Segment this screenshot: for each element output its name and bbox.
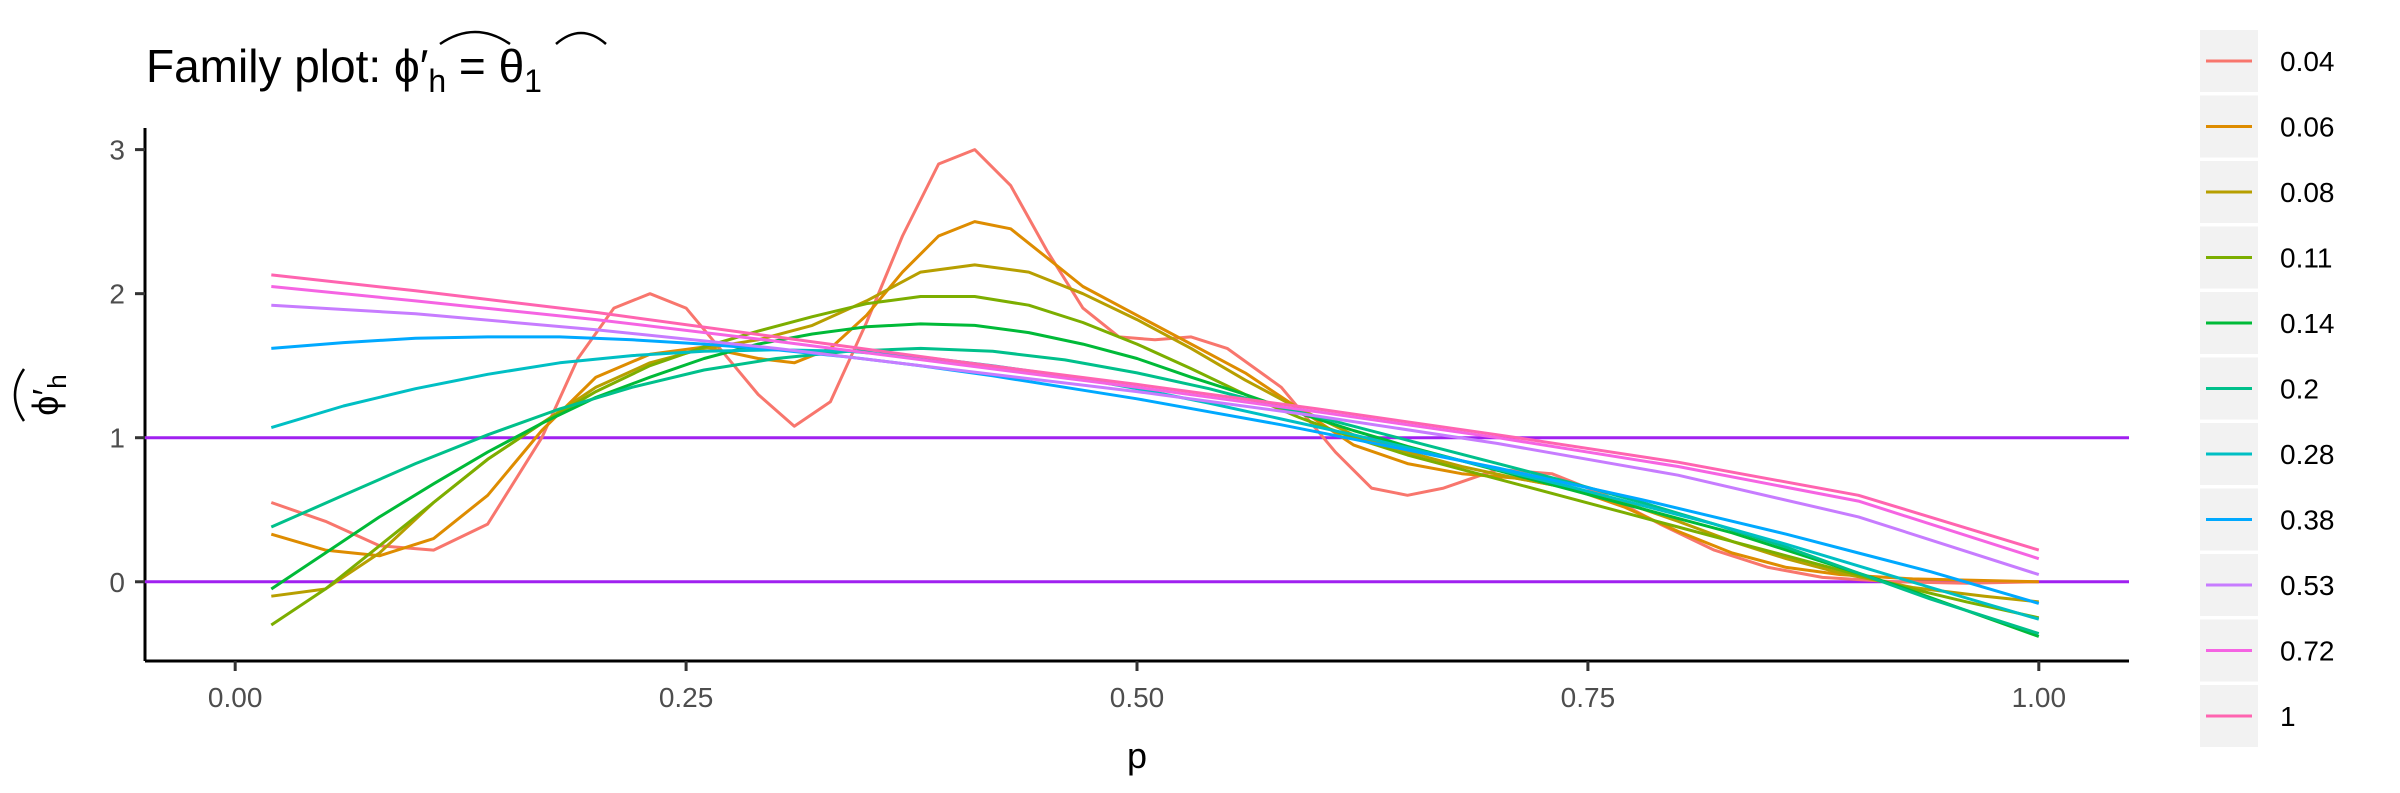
legend-item-0.14: 0.14 [2200,292,2335,354]
title-rhs-hat [555,31,607,45]
legend-label: 0.2 [2280,374,2319,405]
legend-label: 0.11 [2280,243,2332,274]
legend-label: 0.04 [2280,46,2335,77]
series-line-0.11 [270,295,2040,627]
series-lines [270,148,2040,638]
chart-title: Family plot: ϕ′h = θ1 [146,30,607,99]
legend-item-0.11: 0.11 [2200,226,2332,289]
series-line-0.72 [271,285,2040,561]
legend-label: 0.08 [2280,177,2335,208]
x-tick-label: 0.50 [1110,682,1165,713]
legend-label: 0.06 [2280,112,2335,143]
legend-label: 0.38 [2280,505,2335,536]
legend-label: 1 [2280,701,2296,732]
legend-item-0.2: 0.2 [2200,357,2319,420]
legend-label: 0.53 [2280,570,2335,601]
legend-item-0.38: 0.38 [2200,488,2335,551]
legend-item-0.04: 0.04 [2200,30,2335,92]
y-axis-title-subscript: h [42,374,72,388]
legend-label: 0.14 [2280,308,2335,339]
title-lhs: ϕ′ [394,40,428,92]
legend-item-0.72: 0.72 [2200,619,2335,682]
legend: 0.04 0.06 0.08 0.11 0.14 0.2 0.28 0.38 0.53 0.72 1 [2200,30,2335,747]
y-tick-label: 1 [109,423,125,454]
legend-item-0.28: 0.28 [2200,423,2335,485]
y-axis-title-main: ϕ′ [25,389,66,416]
legend-label: 0.72 [2280,636,2335,667]
legend-item-0.06: 0.06 [2200,95,2335,158]
series-line-0.38 [271,335,2040,605]
title-prefix: Family plot: [146,40,394,92]
x-axis-ticks: 0.00 0.25 0.50 0.75 1.00 [208,661,2066,713]
title-lhs-subscript: h [428,63,446,99]
x-tick-label: 0.00 [208,682,263,713]
series-line-0.06 [270,220,2039,584]
reference-lines [145,436,2129,584]
legend-label: 0.28 [2280,439,2335,470]
title-lhs-hat [439,30,511,46]
y-tick-label: 3 [109,135,125,166]
svg-text:Family plot: ϕ′h = θ1: Family plot: ϕ′h = θ1 [146,40,542,99]
title-equals: = [446,40,498,92]
series-line-0.53 [271,303,2040,577]
series-line-0.14 [270,322,2040,638]
x-axis-title: p [1127,735,1147,776]
y-axis-title-hat [13,368,26,422]
legend-item-1: 1 [2200,685,2296,747]
x-tick-label: 0.75 [1561,682,1616,713]
y-axis-ticks: 0 1 2 3 [109,135,145,598]
svg-text:ϕ′h: ϕ′h [25,374,72,415]
legend-item-0.53: 0.53 [2200,554,2335,616]
x-tick-label: 1.00 [2012,682,2067,713]
title-rhs-subscript: 1 [524,63,542,99]
title-rhs: θ [499,40,525,92]
y-axis-title: ϕ′h [13,368,72,422]
y-tick-label: 0 [109,567,125,598]
y-tick-label: 2 [109,279,125,310]
series-line-1 [271,273,2040,552]
legend-item-0.08: 0.08 [2200,161,2335,223]
x-tick-label: 0.25 [659,682,714,713]
